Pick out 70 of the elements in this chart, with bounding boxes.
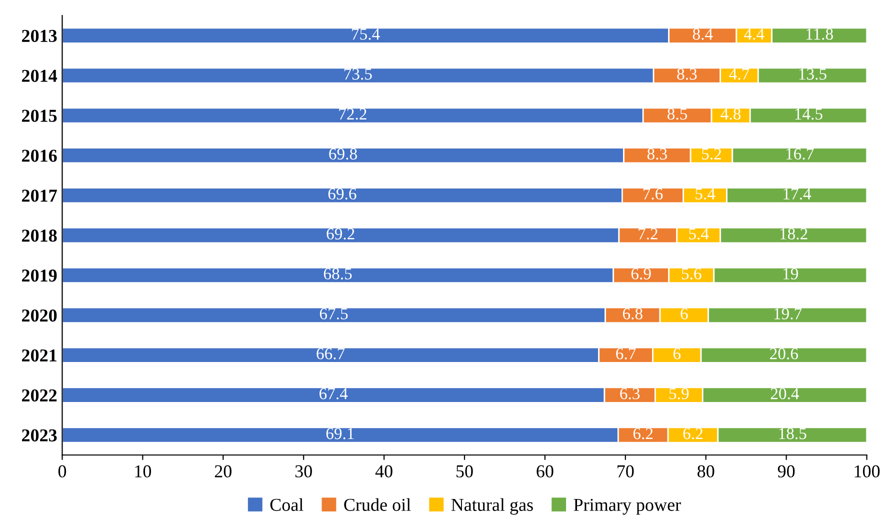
data-label: 7.2 [638, 228, 658, 240]
x-tick-label: 100 [854, 465, 880, 478]
data-label: 20.6 [770, 348, 798, 360]
data-label: 8.4 [692, 28, 713, 40]
data-label: 69.2 [326, 228, 354, 240]
data-label: 11.8 [806, 28, 833, 40]
data-label: 5.4 [696, 188, 716, 200]
data-label: 6.9 [631, 268, 651, 280]
data-label: 19 [783, 268, 798, 280]
legend-label: Coal [270, 498, 304, 511]
legend-label: Primary power [574, 498, 681, 515]
data-label: 73.5 [344, 68, 372, 80]
x-tick-label: 40 [375, 465, 392, 478]
x-tick-label: 50 [456, 465, 473, 478]
data-label: 6.3 [620, 388, 640, 400]
data-label: 67.5 [320, 308, 348, 320]
y-tick-label: 2016 [22, 150, 57, 162]
data-label: 17.4 [784, 188, 812, 200]
data-label: 16.7 [786, 148, 814, 160]
data-label: 69.6 [328, 188, 356, 200]
data-label: 5.9 [669, 388, 689, 400]
data-label: 14.5 [795, 108, 822, 120]
x-tick-label: 90 [778, 465, 795, 478]
y-tick-label: 2019 [22, 270, 57, 282]
data-label: 6.8 [622, 308, 642, 320]
data-label: 67.4 [319, 388, 348, 400]
data-label: 66.7 [316, 348, 345, 360]
data-label: 19.7 [774, 308, 802, 320]
data-label: 69.8 [329, 148, 357, 160]
data-label: 6 [680, 308, 688, 320]
x-tick-label: 10 [135, 465, 152, 478]
data-label: 6.2 [683, 428, 702, 440]
legend-label: Natural gas [451, 498, 533, 515]
y-tick-label: 2023 [22, 429, 57, 442]
y-tick-label: 2022 [22, 389, 57, 402]
y-tick-label: 2018 [22, 230, 57, 242]
y-tick-label: 2020 [22, 309, 57, 322]
data-label: 72.2 [339, 108, 366, 120]
data-label: 6.2 [633, 428, 653, 440]
data-label: 69.1 [326, 428, 354, 440]
data-label: 6 [673, 348, 681, 360]
x-tick-label: 20 [214, 465, 232, 478]
data-label: 68.5 [324, 268, 352, 280]
x-tick-label: 80 [698, 465, 714, 478]
data-label: 8.3 [677, 68, 697, 80]
data-label: 4.4 [744, 28, 764, 40]
x-tick-label: 70 [618, 465, 634, 478]
data-label: 8.5 [668, 108, 688, 120]
y-tick-label: 2013 [22, 30, 57, 42]
y-tick-label: 2017 [22, 190, 57, 202]
data-label: 13.5 [799, 68, 826, 80]
data-label: 5.2 [702, 148, 721, 160]
data-label: 20.4 [770, 388, 800, 400]
x-tick-label: 30 [295, 465, 312, 478]
data-label: 4.7 [729, 68, 750, 80]
data-label: 8.3 [647, 148, 667, 160]
data-label: 4.8 [720, 108, 741, 120]
data-label: 6.7 [616, 348, 636, 360]
data-label: 7.6 [643, 188, 663, 200]
y-tick-label: 2015 [22, 110, 57, 122]
data-label: 5.4 [689, 228, 709, 240]
x-tick-label: 0 [58, 465, 66, 478]
legend-label: Crude oil [344, 498, 411, 511]
data-label: 5.6 [682, 268, 702, 280]
data-label: 18.2 [780, 228, 808, 240]
y-tick-label: 2021 [22, 349, 56, 362]
y-tick-label: 2014 [22, 70, 58, 82]
x-tick-label: 60 [536, 465, 554, 478]
data-label: 18.5 [779, 428, 806, 440]
data-label: 75.4 [352, 28, 380, 40]
